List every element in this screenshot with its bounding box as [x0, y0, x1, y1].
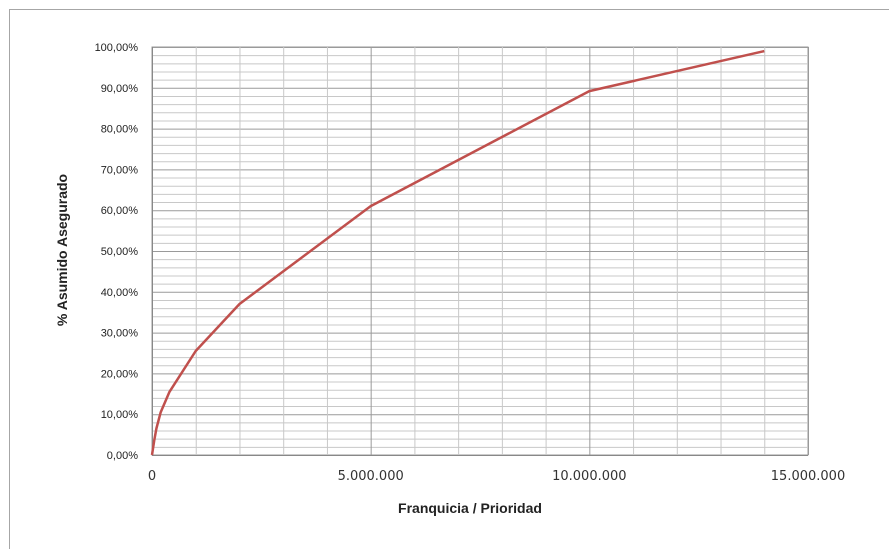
y-tick-label: 30,00%	[101, 328, 139, 340]
x-axis-title: Franquicia / Prioridad	[398, 500, 542, 516]
y-tick-label: 100,00%	[95, 42, 139, 54]
y-tick-label: 10,00%	[101, 409, 139, 421]
y-tick-label: 0,00%	[107, 450, 138, 462]
x-tick-label: 10.000.000	[552, 469, 626, 484]
y-tick-label: 40,00%	[101, 287, 139, 299]
series	[150, 49, 765, 456]
y-tick-label: 90,00%	[101, 83, 139, 95]
series-line	[150, 49, 765, 456]
x-axis-ticks: 0 5.000.000 10.000.000 15.000.000	[148, 469, 845, 484]
y-axis-title: % Asumido Asegurado	[54, 174, 70, 326]
y-tick-label: 60,00%	[101, 205, 139, 217]
y-tick-label: 80,00%	[101, 124, 139, 136]
x-tick-label: 15.000.000	[771, 469, 845, 484]
x-tick-label: 0	[148, 469, 156, 484]
chart-frame	[9, 9, 889, 549]
x-tick-label: 5.000.000	[338, 469, 404, 484]
y-axis-ticks: 0,00% 10,00% 20,00% 30,00% 40,00% 50,00% 60,00…	[95, 42, 139, 462]
y-tick-label: 70,00%	[101, 164, 139, 176]
grid	[151, 46, 809, 456]
line-chart: 0,00% 10,00% 20,00% 30,00% 40,00% 50,00% 60,00…	[54, 42, 845, 516]
y-tick-label: 20,00%	[101, 368, 139, 380]
y-tick-label: 50,00%	[101, 246, 139, 258]
